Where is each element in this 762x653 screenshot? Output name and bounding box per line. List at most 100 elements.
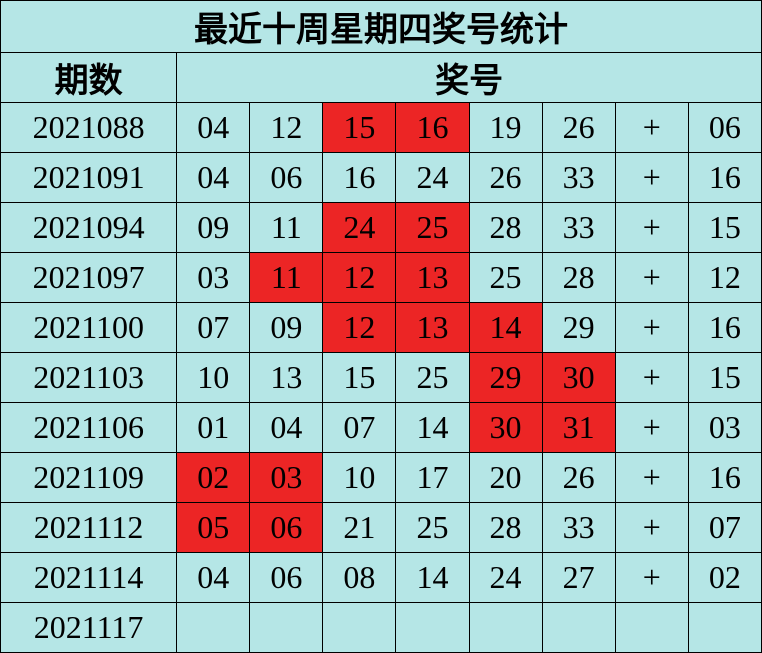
plus-cell: + bbox=[615, 103, 688, 153]
plus-cell: + bbox=[615, 303, 688, 353]
number-cell: 12 bbox=[688, 253, 761, 303]
number-cell: 14 bbox=[396, 553, 469, 603]
header-numbers: 奖号 bbox=[177, 53, 762, 103]
plus-cell: + bbox=[615, 453, 688, 503]
number-cell: 30 bbox=[469, 403, 542, 453]
number-cell: 33 bbox=[542, 153, 615, 203]
number-cell: 15 bbox=[688, 203, 761, 253]
number-cell: 04 bbox=[250, 403, 323, 453]
number-cell bbox=[396, 603, 469, 653]
plus-cell: + bbox=[615, 553, 688, 603]
plus-cell: + bbox=[615, 503, 688, 553]
number-cell: 28 bbox=[469, 503, 542, 553]
number-cell: 07 bbox=[177, 303, 250, 353]
number-cell: 13 bbox=[250, 353, 323, 403]
number-cell: 14 bbox=[469, 303, 542, 353]
number-cell: 12 bbox=[323, 303, 396, 353]
number-cell: 25 bbox=[396, 503, 469, 553]
number-cell bbox=[250, 603, 323, 653]
number-cell: 26 bbox=[469, 153, 542, 203]
number-cell: 15 bbox=[323, 353, 396, 403]
number-cell: 29 bbox=[469, 353, 542, 403]
number-cell: 03 bbox=[250, 453, 323, 503]
number-cell: 19 bbox=[469, 103, 542, 153]
number-cell: 04 bbox=[177, 553, 250, 603]
number-cell: 08 bbox=[323, 553, 396, 603]
table-row: 2021106010407143031+03 bbox=[1, 403, 762, 453]
number-cell: 06 bbox=[688, 103, 761, 153]
number-cell: 06 bbox=[250, 153, 323, 203]
number-cell: 27 bbox=[542, 553, 615, 603]
number-cell: 29 bbox=[542, 303, 615, 353]
number-cell: 26 bbox=[542, 453, 615, 503]
plus-cell: + bbox=[615, 403, 688, 453]
number-cell: 07 bbox=[323, 403, 396, 453]
period-cell: 2021094 bbox=[1, 203, 177, 253]
number-cell: 14 bbox=[396, 403, 469, 453]
table-row: 2021114040608142427+02 bbox=[1, 553, 762, 603]
number-cell: 07 bbox=[688, 503, 761, 553]
table-row: 2021094091124252833+15 bbox=[1, 203, 762, 253]
number-cell bbox=[469, 603, 542, 653]
number-cell: 15 bbox=[688, 353, 761, 403]
period-cell: 2021091 bbox=[1, 153, 177, 203]
table-row: 2021097031112132528+12 bbox=[1, 253, 762, 303]
number-cell: 24 bbox=[323, 203, 396, 253]
number-cell: 06 bbox=[250, 553, 323, 603]
table-row: 2021088041215161926+06 bbox=[1, 103, 762, 153]
number-cell: 09 bbox=[250, 303, 323, 353]
number-cell: 01 bbox=[177, 403, 250, 453]
period-cell: 2021114 bbox=[1, 553, 177, 603]
plus-cell: + bbox=[615, 153, 688, 203]
number-cell: 33 bbox=[542, 203, 615, 253]
number-cell bbox=[177, 603, 250, 653]
period-cell: 2021100 bbox=[1, 303, 177, 353]
number-cell: 31 bbox=[542, 403, 615, 453]
period-cell: 2021109 bbox=[1, 453, 177, 503]
number-cell: 16 bbox=[396, 103, 469, 153]
number-cell bbox=[688, 603, 761, 653]
period-cell: 2021103 bbox=[1, 353, 177, 403]
number-cell: 12 bbox=[250, 103, 323, 153]
number-cell: 11 bbox=[250, 253, 323, 303]
number-cell: 11 bbox=[250, 203, 323, 253]
period-cell: 2021088 bbox=[1, 103, 177, 153]
number-cell: 13 bbox=[396, 303, 469, 353]
number-cell: 25 bbox=[469, 253, 542, 303]
number-cell: 02 bbox=[688, 553, 761, 603]
header-row: 期数 奖号 bbox=[1, 53, 762, 103]
number-cell: 04 bbox=[177, 153, 250, 203]
number-cell: 10 bbox=[177, 353, 250, 403]
period-cell: 2021106 bbox=[1, 403, 177, 453]
number-cell: 28 bbox=[542, 253, 615, 303]
number-cell: 12 bbox=[323, 253, 396, 303]
number-cell bbox=[323, 603, 396, 653]
number-cell: 04 bbox=[177, 103, 250, 153]
plus-cell: + bbox=[615, 353, 688, 403]
number-cell: 03 bbox=[688, 403, 761, 453]
plus-cell: + bbox=[615, 203, 688, 253]
number-cell: 33 bbox=[542, 503, 615, 553]
header-period: 期数 bbox=[1, 53, 177, 103]
plus-cell: + bbox=[615, 253, 688, 303]
number-cell: 30 bbox=[542, 353, 615, 403]
title-row: 最近十周星期四奖号统计 bbox=[1, 1, 762, 53]
period-cell: 2021112 bbox=[1, 503, 177, 553]
number-cell: 17 bbox=[396, 453, 469, 503]
number-cell: 24 bbox=[469, 553, 542, 603]
number-cell: 28 bbox=[469, 203, 542, 253]
number-cell: 03 bbox=[177, 253, 250, 303]
number-cell: 25 bbox=[396, 353, 469, 403]
period-cell: 2021117 bbox=[1, 603, 177, 653]
table-row: 2021112050621252833+07 bbox=[1, 503, 762, 553]
number-cell: 20 bbox=[469, 453, 542, 503]
number-cell: 21 bbox=[323, 503, 396, 553]
number-cell: 05 bbox=[177, 503, 250, 553]
number-cell: 09 bbox=[177, 203, 250, 253]
number-cell bbox=[615, 603, 688, 653]
table-row: 2021100070912131429+16 bbox=[1, 303, 762, 353]
number-cell: 10 bbox=[323, 453, 396, 503]
number-cell: 16 bbox=[323, 153, 396, 203]
number-cell: 16 bbox=[688, 453, 761, 503]
number-cell bbox=[542, 603, 615, 653]
